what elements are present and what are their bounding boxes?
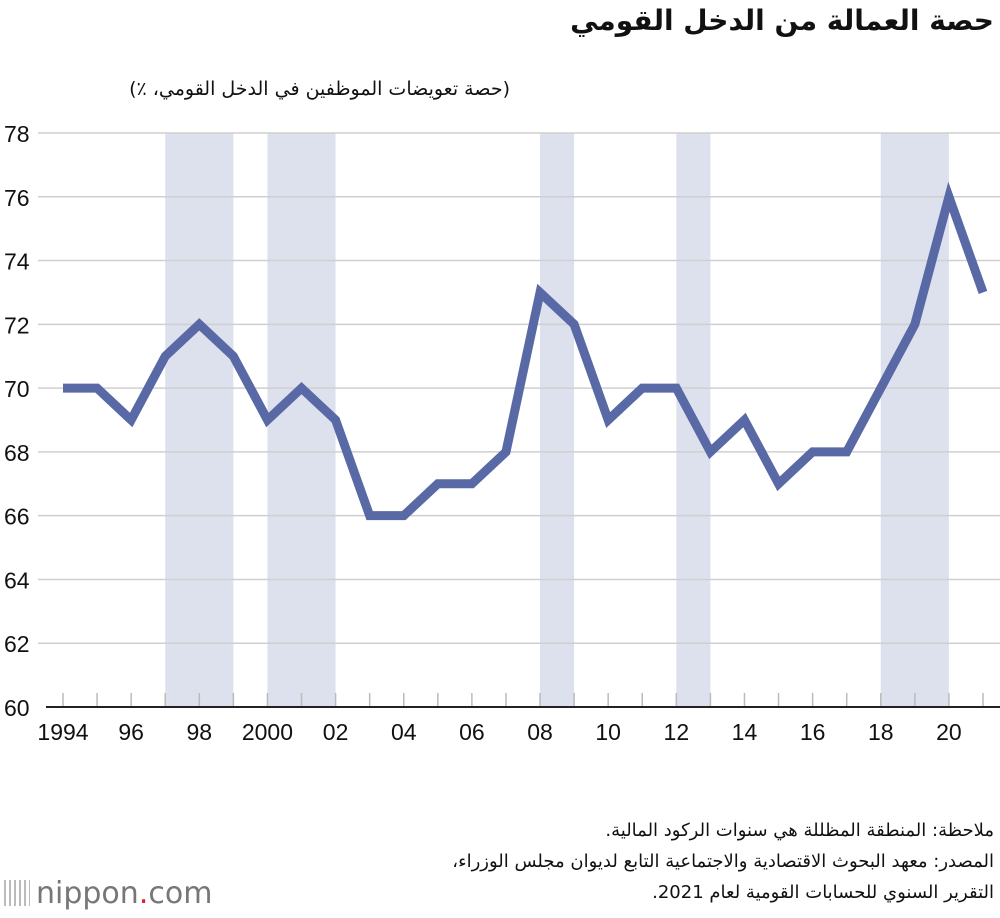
x-tick-label: 14 (732, 719, 758, 745)
x-tick-label: 2000 (242, 719, 293, 745)
x-tick-label: 02 (323, 719, 349, 745)
source-text-1: المصدر: معهد البحوث الاقتصادية والاجتماع… (452, 851, 994, 872)
x-tick-label: 18 (868, 719, 894, 745)
recession-shade (267, 133, 336, 707)
y-tick-label: 62 (4, 631, 30, 657)
y-tick-label: 64 (4, 567, 30, 593)
y-axis-label: (حصة تعويضات الموظفين في الدخل القومي، ٪… (129, 78, 510, 100)
chart-title: حصة العمالة من الدخل القومي (570, 4, 994, 37)
notes: ملاحظة: المنطقة المظللة هي سنوات الركود … (452, 815, 994, 908)
recession-shade (540, 133, 575, 707)
note-text: ملاحظة: المنطقة المظللة هي سنوات الركود … (605, 820, 994, 841)
x-tick-label: 12 (664, 719, 690, 745)
recession-shade (165, 133, 234, 707)
y-tick-label: 66 (4, 504, 30, 530)
line-chart: 60 62 64 66 68 70 72 74 76 78 1994 96 98 2000 02 04 06 08… (4, 121, 1000, 745)
logo-bars-icon (4, 880, 30, 906)
x-tick-label: 96 (118, 719, 144, 745)
x-tick-label: 98 (186, 719, 212, 745)
series-line (63, 181, 988, 521)
y-tick-label: 72 (4, 312, 30, 338)
nippon-logo: nippon.com (4, 876, 212, 911)
x-tick-label: 04 (391, 719, 417, 745)
x-tick-label: 20 (936, 719, 962, 745)
x-tick-label: 1994 (37, 719, 88, 745)
y-tick-label: 60 (4, 695, 30, 721)
x-tick-label: 10 (595, 719, 621, 745)
x-tick-label: 16 (800, 719, 826, 745)
x-tick-label: 08 (527, 719, 553, 745)
y-tick-label: 78 (4, 121, 30, 147)
y-tick-label: 76 (4, 185, 30, 211)
y-tick-label: 68 (4, 440, 30, 466)
x-tick-label: 06 (459, 719, 485, 745)
y-tick-label: 70 (4, 376, 30, 402)
y-tick-label: 74 (4, 249, 30, 275)
source-text-2: التقرير السنوي للحسابات القومية لعام 202… (652, 882, 994, 903)
